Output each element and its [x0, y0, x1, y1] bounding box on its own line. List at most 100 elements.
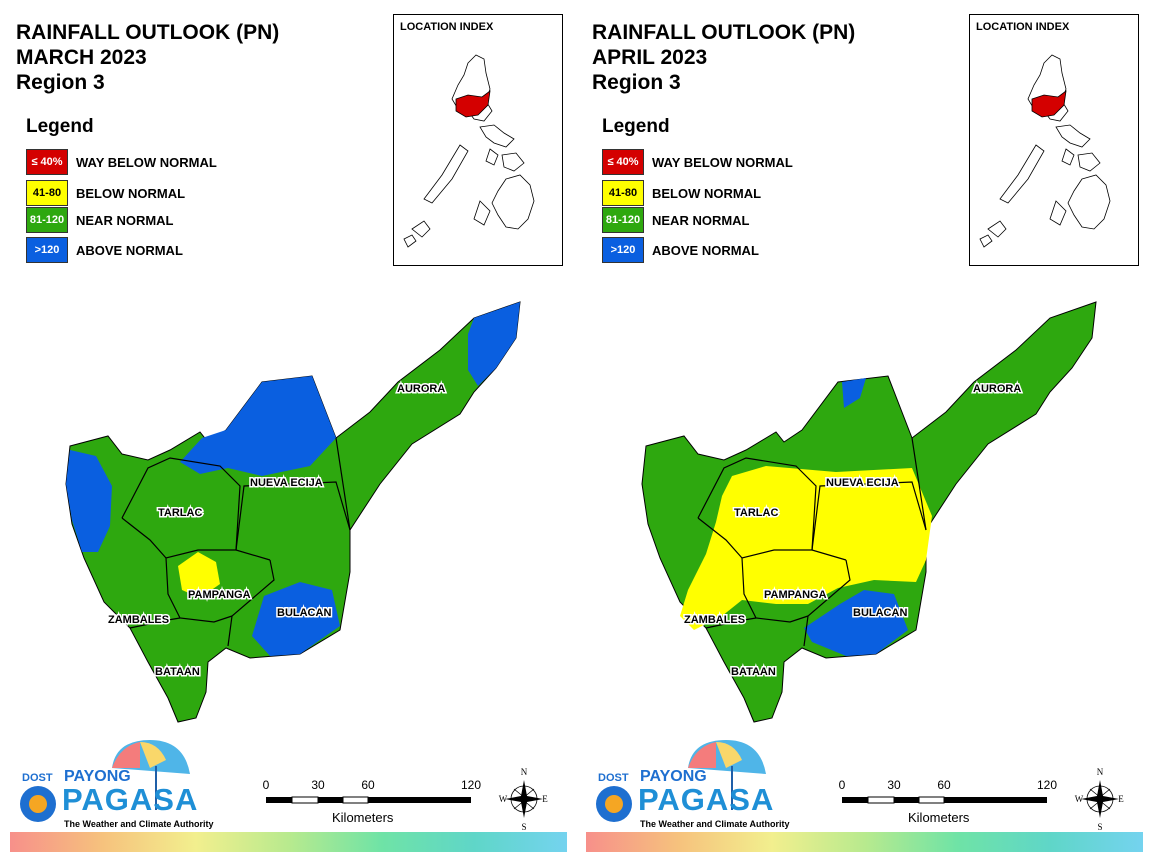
province-label-nueva-ecija: NUEVA ECIJA [250, 477, 323, 489]
legend-label: BELOW NORMAL [76, 185, 186, 201]
compass-n: N [521, 767, 528, 777]
north-arrow-icon: N E S W [1075, 767, 1125, 832]
color-strip [586, 832, 1143, 852]
color-strip [10, 832, 567, 852]
legend-swatch: 81-120 [26, 207, 68, 233]
scale-tick: 30 [311, 778, 325, 792]
above-normal-bulacan [804, 590, 908, 656]
scale-tick: 60 [361, 778, 375, 792]
legend-label: NEAR NORMAL [76, 212, 174, 228]
rainfall-outlook-map: AURORA NUEVA ECIJA TARLAC PAMPANGA ZAMBA… [641, 301, 1097, 723]
legend-swatch: ≤ 40% [602, 149, 644, 175]
region-3-base [65, 301, 521, 723]
legend-title: Legend [602, 116, 670, 137]
umbrella-icon [596, 740, 766, 822]
province-boundaries [121, 437, 351, 647]
province-label-aurora: AURORA [973, 383, 1021, 395]
logo-payong-text: PAYONG [64, 768, 131, 785]
outlook-panel-march: RAINFALL OUTLOOK (PN) MARCH 2023 Region … [10, 14, 567, 852]
province-label-tarlac: TARLAC [734, 507, 778, 519]
scale-tick: 120 [460, 778, 482, 792]
title-line-1: RAINFALL OUTLOOK (PN) [592, 21, 856, 44]
legend-item-near-normal: 81-120 NEAR NORMAL [26, 207, 174, 233]
province-label-bataan: BATAAN [731, 666, 776, 678]
legend-label: WAY BELOW NORMAL [76, 154, 217, 170]
legend-swatch: >120 [602, 237, 644, 263]
scale-unit-label: Kilometers [332, 810, 394, 825]
below-normal-central [680, 466, 932, 630]
compass-s: S [521, 822, 526, 832]
scale-tick: 0 [262, 778, 270, 792]
scale-tick: 120 [1036, 778, 1058, 792]
logo-payong-text: PAYONG [640, 768, 707, 785]
title-line-2: MARCH 2023 [16, 46, 147, 69]
logo-pagasa-text: PAGASA [638, 782, 775, 817]
province-label-bulacan: BULACAN [277, 607, 331, 619]
scale-bar: 0 30 60 120 Kilometers [252, 778, 492, 828]
above-normal-north [842, 378, 866, 408]
legend-item-below-normal: 41-80 BELOW NORMAL [602, 180, 761, 206]
legend-swatch: ≤ 40% [26, 149, 68, 175]
legend-item-below-normal: 41-80 BELOW NORMAL [26, 180, 185, 206]
above-normal-nueva-ecija [180, 376, 336, 476]
location-index-inset: LOCATION INDEX [969, 14, 1139, 266]
province-label-bulacan: BULACAN [853, 607, 907, 619]
scale-tick: 30 [887, 778, 901, 792]
below-normal-pampanga [178, 552, 220, 598]
legend-item-way-below-normal: ≤ 40% WAY BELOW NORMAL [26, 149, 217, 175]
legend-label: ABOVE NORMAL [652, 242, 759, 258]
scale-bar: 0 30 60 120 Kilometers [828, 778, 1068, 828]
province-boundaries [697, 437, 927, 647]
region-3-highlight [1031, 90, 1067, 118]
legend-item-above-normal: >120 ABOVE NORMAL [26, 237, 183, 263]
province-label-bataan: BATAAN [155, 666, 200, 678]
province-label-aurora: AURORA [397, 383, 445, 395]
logo-pagasa-text: PAGASA [62, 782, 199, 817]
logo-dost-text: DOST [598, 772, 629, 784]
compass-w: W [499, 794, 508, 804]
legend-swatch: >120 [26, 237, 68, 263]
legend-title: Legend [26, 116, 94, 137]
province-label-zambales: ZAMBALES [108, 614, 169, 626]
legend-swatch: 81-120 [602, 207, 644, 233]
compass-s: S [1097, 822, 1102, 832]
title-line-3: Region 3 [592, 71, 681, 94]
logo-tagline: The Weather and Climate Authority [64, 819, 214, 829]
location-index-inset: LOCATION INDEX [393, 14, 563, 266]
legend-item-above-normal: >120 ABOVE NORMAL [602, 237, 759, 263]
compass-e: E [542, 794, 548, 804]
title-line-1: RAINFALL OUTLOOK (PN) [16, 21, 280, 44]
legend-label: NEAR NORMAL [652, 212, 750, 228]
above-normal-zambales [66, 450, 112, 552]
pagasa-logo: DOST PAYONG PAGASA The Weather and Clima… [16, 738, 216, 838]
legend-label: ABOVE NORMAL [76, 242, 183, 258]
inset-title: LOCATION INDEX [976, 21, 1070, 33]
philippines-outline-map [979, 54, 1111, 248]
legend-item-near-normal: 81-120 NEAR NORMAL [602, 207, 750, 233]
logo-tagline: The Weather and Climate Authority [640, 819, 790, 829]
outlook-panel-april: RAINFALL OUTLOOK (PN) APRIL 2023 Region … [576, 0, 1152, 864]
region-3-highlight [455, 90, 491, 118]
province-label-tarlac: TARLAC [158, 507, 202, 519]
legend-label: BELOW NORMAL [652, 185, 762, 201]
legend-label: WAY BELOW NORMAL [652, 154, 793, 170]
inset-title: LOCATION INDEX [400, 21, 494, 33]
umbrella-icon [20, 740, 190, 822]
scale-tick: 0 [838, 778, 846, 792]
province-label-pampanga: PAMPANGA [764, 589, 827, 601]
pagasa-logo: DOST PAYONG PAGASA The Weather and Clima… [592, 738, 792, 838]
legend-item-way-below-normal: ≤ 40% WAY BELOW NORMAL [602, 149, 793, 175]
north-arrow-icon: N E S W [499, 767, 549, 832]
legend-swatch: 41-80 [26, 180, 68, 206]
scale-tick: 60 [937, 778, 951, 792]
compass-n: N [1097, 767, 1104, 777]
compass-e: E [1118, 794, 1124, 804]
province-label-nueva-ecija: NUEVA ECIJA [826, 477, 899, 489]
above-normal-bulacan [252, 582, 340, 656]
province-label-zambales: ZAMBALES [684, 614, 745, 626]
scale-unit-label: Kilometers [908, 810, 970, 825]
legend-swatch: 41-80 [602, 180, 644, 206]
province-label-pampanga: PAMPANGA [188, 589, 251, 601]
map-title: RAINFALL OUTLOOK (PN) APRIL 2023 Region … [592, 20, 855, 95]
philippines-outline-map [403, 54, 535, 248]
